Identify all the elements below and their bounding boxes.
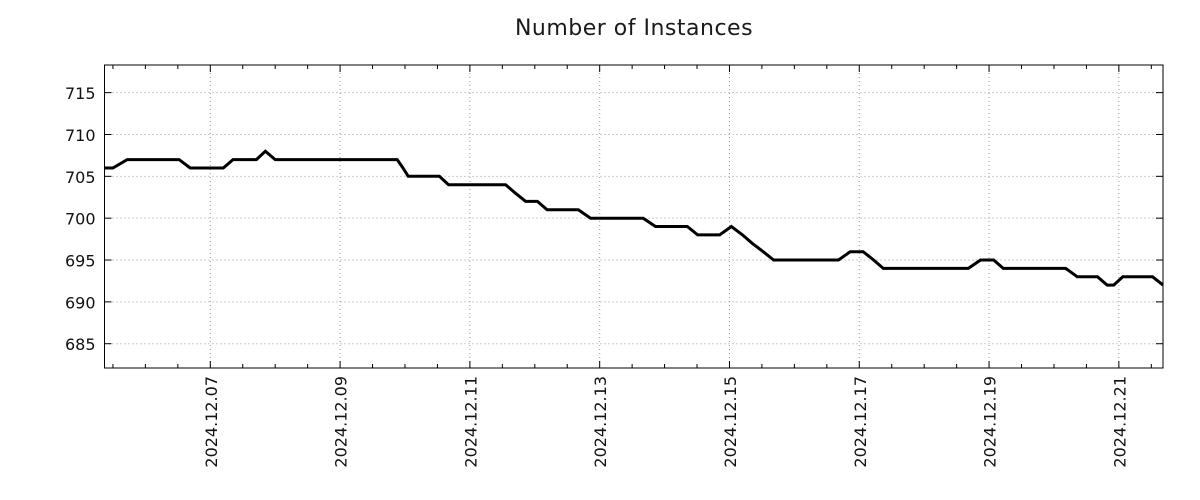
x-tick-label: 2024.12.07 [202, 376, 221, 468]
x-tick-label: 2024.12.17 [851, 376, 870, 468]
x-tick-label: 2024.12.19 [981, 376, 1000, 468]
plot-border [104, 64, 1164, 369]
x-tick-label: 2024.12.21 [1110, 376, 1129, 468]
y-tick-label: 705 [65, 168, 96, 187]
y-tick-label: 710 [65, 126, 96, 145]
y-tick-label: 685 [65, 335, 96, 354]
y-tick-label: 695 [65, 252, 96, 271]
x-tick-label: 2024.12.11 [461, 376, 480, 468]
x-tick-label: 2024.12.15 [721, 376, 740, 468]
x-tick-label: 2024.12.09 [332, 376, 351, 468]
y-tick-label: 700 [65, 210, 96, 229]
chart-title: Number of Instances [514, 16, 754, 41]
x-tick-label: 2024.12.13 [591, 376, 610, 468]
y-tick-label: 690 [65, 293, 96, 312]
data-line-instances [104, 149, 1164, 287]
y-tick-label: 715 [65, 84, 96, 103]
